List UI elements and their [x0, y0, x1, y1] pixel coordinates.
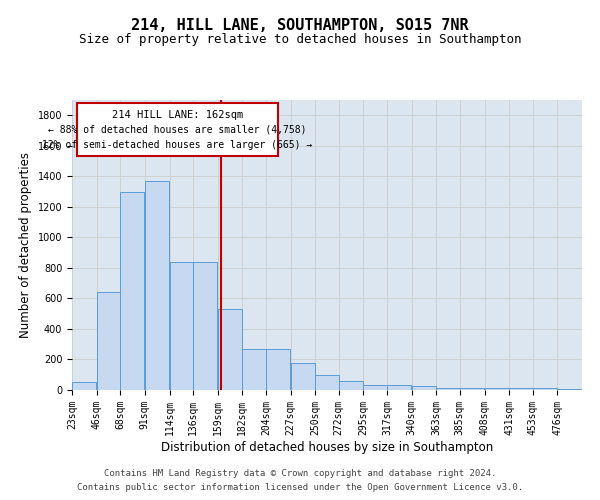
Bar	[218, 309, 242, 390]
Bar	[509, 388, 533, 390]
Bar	[533, 388, 557, 390]
Bar	[557, 389, 581, 390]
Bar	[266, 349, 290, 390]
Bar	[97, 292, 121, 390]
Bar	[485, 388, 509, 390]
Bar	[315, 374, 340, 390]
Bar	[339, 381, 363, 390]
Text: ← 88% of detached houses are smaller (4,758): ← 88% of detached houses are smaller (4,…	[48, 125, 307, 135]
Text: 12% of semi-detached houses are larger (665) →: 12% of semi-detached houses are larger (…	[43, 140, 313, 149]
Bar	[460, 388, 484, 390]
Bar	[170, 262, 194, 390]
Bar	[436, 388, 460, 390]
Bar	[290, 364, 314, 390]
Bar	[72, 382, 96, 390]
Bar	[242, 349, 266, 390]
X-axis label: Distribution of detached houses by size in Southampton: Distribution of detached houses by size …	[161, 440, 493, 454]
Text: Contains HM Land Registry data © Crown copyright and database right 2024.: Contains HM Land Registry data © Crown c…	[104, 468, 496, 477]
FancyBboxPatch shape	[77, 103, 278, 156]
Bar	[364, 386, 388, 390]
Bar	[387, 386, 411, 390]
Text: Size of property relative to detached houses in Southampton: Size of property relative to detached ho…	[79, 32, 521, 46]
Y-axis label: Number of detached properties: Number of detached properties	[19, 152, 32, 338]
Bar	[145, 181, 169, 390]
Text: 214 HILL LANE: 162sqm: 214 HILL LANE: 162sqm	[112, 110, 243, 120]
Bar	[193, 262, 217, 390]
Bar	[412, 386, 436, 390]
Bar	[120, 192, 145, 390]
Text: Contains public sector information licensed under the Open Government Licence v3: Contains public sector information licen…	[77, 484, 523, 492]
Text: 214, HILL LANE, SOUTHAMPTON, SO15 7NR: 214, HILL LANE, SOUTHAMPTON, SO15 7NR	[131, 18, 469, 32]
